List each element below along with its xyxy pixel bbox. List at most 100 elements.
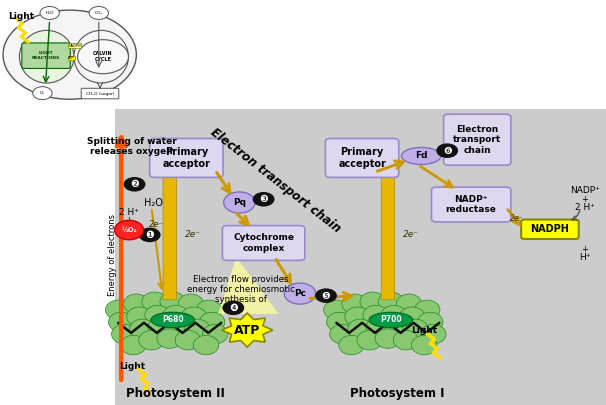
Text: 2 H⁺: 2 H⁺ [574,203,595,212]
Text: ATP: ATP [68,56,75,60]
Ellipse shape [339,335,364,355]
Ellipse shape [396,294,422,313]
Text: NADP⁺
reductase: NADP⁺ reductase [446,195,496,214]
Circle shape [33,87,52,100]
Ellipse shape [375,329,401,348]
Circle shape [253,192,275,207]
Ellipse shape [360,292,385,311]
FancyBboxPatch shape [222,226,305,260]
Ellipse shape [342,294,367,313]
Ellipse shape [345,307,370,326]
Text: LIGHT
REACTIONS: LIGHT REACTIONS [32,51,60,60]
Ellipse shape [145,305,170,325]
Text: 2e⁻: 2e⁻ [403,230,419,239]
Ellipse shape [384,318,410,337]
Text: H₂O: H₂O [45,11,54,15]
FancyBboxPatch shape [150,139,223,177]
Text: Photosystem II: Photosystem II [126,387,225,400]
Text: Pc: Pc [294,289,306,298]
Ellipse shape [166,318,191,337]
Ellipse shape [193,335,219,355]
Circle shape [40,6,59,19]
Text: ❷: ❷ [130,179,139,189]
Ellipse shape [184,319,210,339]
Text: Energy of electrons: Energy of electrons [108,214,117,296]
Text: Pq: Pq [233,198,246,207]
FancyBboxPatch shape [521,220,579,239]
Ellipse shape [381,305,407,325]
Text: Primary
acceptor: Primary acceptor [338,147,386,169]
Text: Photosystem I: Photosystem I [350,387,444,400]
FancyBboxPatch shape [81,88,119,99]
Circle shape [78,40,128,74]
Circle shape [89,6,108,19]
Ellipse shape [108,312,134,332]
Text: P700: P700 [380,315,402,324]
Ellipse shape [148,318,173,337]
Ellipse shape [401,147,441,164]
Ellipse shape [348,319,373,339]
Ellipse shape [181,307,207,326]
Ellipse shape [124,294,149,313]
Text: 2e⁻: 2e⁻ [510,214,523,223]
Ellipse shape [369,312,413,328]
Text: Splitting of water
releases oxygen: Splitting of water releases oxygen [87,137,176,156]
Text: CO₂: CO₂ [95,11,103,15]
Text: 2 H⁺: 2 H⁺ [119,208,139,217]
FancyArrow shape [376,153,399,300]
Ellipse shape [74,30,128,83]
Ellipse shape [402,319,428,339]
Ellipse shape [327,312,352,332]
Ellipse shape [105,300,131,320]
Text: ❻: ❻ [443,146,451,156]
Text: NADPH: NADPH [530,224,570,234]
FancyBboxPatch shape [444,114,511,165]
Text: ½O₂: ½O₂ [121,227,137,233]
Text: H⁺: H⁺ [579,253,590,262]
Text: 2e⁻: 2e⁻ [185,230,201,239]
FancyBboxPatch shape [22,43,70,68]
Text: Primary
acceptor: Primary acceptor [162,147,210,169]
Text: CH₂O (sugar): CH₂O (sugar) [86,92,114,96]
Text: ATP: ATP [234,324,261,337]
Text: Light: Light [8,12,34,21]
Text: P680: P680 [162,315,184,324]
Circle shape [139,228,161,242]
Text: +: + [125,216,133,225]
Circle shape [224,192,255,213]
Ellipse shape [3,10,136,99]
Ellipse shape [196,300,222,320]
Ellipse shape [357,330,382,350]
Circle shape [115,220,144,240]
Text: Cytochrome
complex: Cytochrome complex [233,233,294,253]
Ellipse shape [121,335,146,355]
Ellipse shape [399,307,425,326]
Ellipse shape [19,30,74,83]
Ellipse shape [202,324,228,344]
Ellipse shape [366,318,391,337]
FancyBboxPatch shape [325,139,399,177]
Ellipse shape [151,312,195,328]
Text: H₂O: H₂O [144,198,163,207]
Ellipse shape [421,324,446,344]
Ellipse shape [199,312,225,332]
Ellipse shape [324,300,349,320]
Ellipse shape [178,294,204,313]
Text: CALVIN
CYCLE: CALVIN CYCLE [93,51,113,62]
Text: O₂: O₂ [40,91,45,95]
Ellipse shape [411,335,437,355]
Text: ❸: ❸ [259,194,268,204]
Ellipse shape [175,330,201,350]
Ellipse shape [160,292,185,311]
Text: 2e⁻: 2e⁻ [149,220,164,229]
Ellipse shape [157,329,182,348]
Circle shape [436,143,458,158]
FancyBboxPatch shape [431,187,511,222]
Ellipse shape [139,330,164,350]
Polygon shape [222,313,273,347]
Text: Light: Light [119,362,145,371]
Text: NADP⁺: NADP⁺ [570,186,600,195]
Text: Electron transport chain: Electron transport chain [208,126,343,235]
Text: Fd: Fd [415,151,427,160]
Text: ❺: ❺ [322,291,330,301]
